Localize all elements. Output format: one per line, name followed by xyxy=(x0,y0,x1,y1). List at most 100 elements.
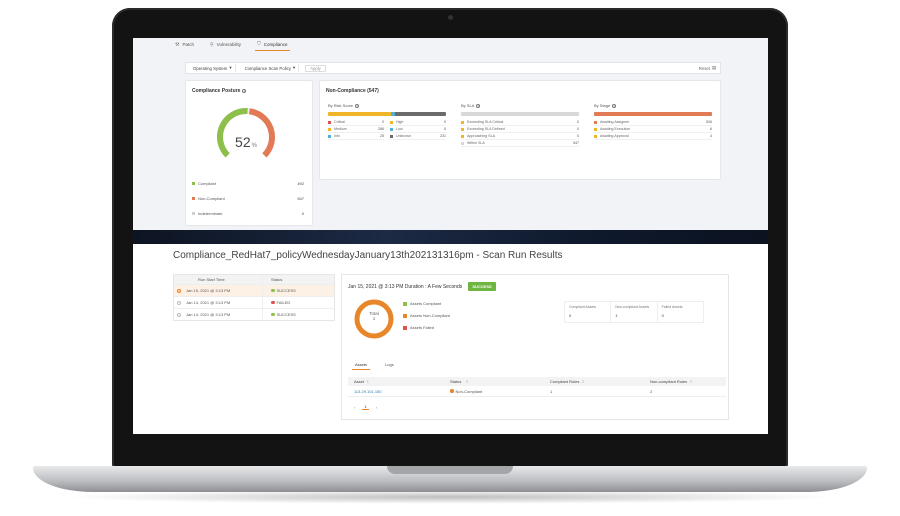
swatch xyxy=(403,313,407,318)
legend-noncompliant: Non-Compliant 547 xyxy=(192,196,304,201)
noncompliant-icon xyxy=(450,389,454,393)
stage-bar xyxy=(594,112,712,116)
asset-link[interactable]: 113.29.101.150 xyxy=(354,388,382,394)
status-badge: SUCCESS xyxy=(468,282,496,291)
sla-exceeding-critical[interactable]: Exceeding SLA Critical 0 xyxy=(461,119,579,126)
by-sla: By SLA i Exceeding SLA Critical 0 Exceedin… xyxy=(461,103,579,147)
row-label: High xyxy=(396,120,404,124)
row-value: 231 xyxy=(440,134,446,138)
sort-icon: ⇕ xyxy=(581,379,585,384)
row-label: Exceeding SLA Critical xyxy=(467,120,504,124)
stat-label: Compliant Assets xyxy=(569,305,597,309)
risk-info[interactable]: Info 25 xyxy=(328,133,384,140)
sort-icon: ⇕ xyxy=(366,379,370,384)
section-title-text: By Stage xyxy=(594,103,611,108)
header-status[interactable]: Status ⇕ xyxy=(450,379,550,384)
info-icon[interactable]: i xyxy=(612,103,617,108)
row-value: 0 xyxy=(382,120,384,124)
run-radio[interactable] xyxy=(174,288,184,293)
card-title-text: Non-Compliance (547) xyxy=(326,88,379,94)
swatch xyxy=(461,127,464,131)
section-title: By SLA i xyxy=(461,103,579,108)
stage-awaiting-approval[interactable]: Awaiting Approval 4 xyxy=(594,133,712,140)
success-icon xyxy=(271,312,275,317)
legend-label: Indeterminate xyxy=(198,211,223,216)
row-label: Awaiting Assignee xyxy=(600,120,630,124)
sla-approaching[interactable]: Approaching SLA 0 xyxy=(461,133,579,140)
sla-exceeding-defined[interactable]: Exceeding SLA Defined 0 xyxy=(461,126,579,133)
info-icon[interactable]: i xyxy=(242,89,247,93)
run-status: FAILED xyxy=(262,297,334,308)
reset-button[interactable]: Reset ▤ xyxy=(699,65,716,71)
row-value: 0 xyxy=(577,120,579,124)
current-page[interactable]: 1 xyxy=(362,404,369,410)
webcam xyxy=(448,15,453,20)
swatch xyxy=(594,127,597,131)
row-label: Awaiting Execution xyxy=(600,127,631,131)
module-tabs: ⚒ Patch ⚲ Vulnerability ⛉ Compliance xyxy=(173,40,290,51)
run-status: SUCCESS xyxy=(262,285,334,296)
run-row[interactable]: Jan 14, 2021 @ 3:13 PM SUCCESS xyxy=(174,308,334,320)
risk-high[interactable]: High 0 xyxy=(390,119,446,126)
prev-page-button[interactable]: ‹ xyxy=(354,404,356,410)
stage-awaiting-execution[interactable]: Awaiting Execution 6 xyxy=(594,126,712,133)
stage-awaiting-assignee[interactable]: Awaiting Assignee 526 xyxy=(594,119,712,126)
tab-patch[interactable]: ⚒ Patch xyxy=(173,40,196,51)
section-title: By Stage i xyxy=(594,103,712,108)
gauge-value: 52% xyxy=(231,134,261,150)
legend-value: 547 xyxy=(297,196,304,201)
reset-label: Reset xyxy=(698,65,710,71)
run-radio[interactable] xyxy=(174,300,184,305)
header-text: Non-compliant Rules xyxy=(650,379,688,384)
header-asset[interactable]: Asset ⇕ xyxy=(348,379,450,384)
row-label: Medium xyxy=(334,127,347,131)
stat-label: Failed Assets xyxy=(661,305,683,309)
risk-unknown[interactable]: Unknown 231 xyxy=(390,133,446,140)
screen: ⚒ Patch ⚲ Vulnerability ⛉ Compliance Operat… xyxy=(133,38,768,434)
policy-filter[interactable]: Compliance Scan Policy ▾ xyxy=(242,64,300,72)
tab-vulnerability[interactable]: ⚲ Vulnerability xyxy=(208,40,243,51)
row-label: Approaching SLA xyxy=(467,134,495,138)
detail-tabs: Assets Logs xyxy=(352,360,397,370)
header-compliant-rules[interactable]: Compliant Rules ⇕ xyxy=(550,379,650,384)
tab-assets[interactable]: Assets xyxy=(352,360,371,370)
header-noncompliant-rules[interactable]: Non-compliant Rules ⇕ xyxy=(650,379,726,384)
run-time: Jan 14, 2021 @ 3:13 PM xyxy=(186,300,231,305)
run-row[interactable]: Jan 14, 2021 @ 3:13 PM FAILED xyxy=(174,296,334,308)
tab-logs[interactable]: Logs xyxy=(385,362,394,367)
risk-critical[interactable]: Critical 0 xyxy=(328,119,384,126)
swatch xyxy=(192,197,195,200)
row-label: Awaiting Approval xyxy=(600,134,629,138)
run-status: SUCCESS xyxy=(262,309,334,320)
info-icon[interactable]: i xyxy=(355,103,360,108)
header-text: Status xyxy=(450,379,462,384)
swatch xyxy=(328,127,331,131)
os-filter[interactable]: Operating System ▾ xyxy=(190,64,236,72)
sla-rows: Exceeding SLA Critical 0 Exceeding SLA De… xyxy=(461,119,579,147)
swatch xyxy=(461,141,464,145)
legend-label: Compliant xyxy=(198,181,217,186)
card-title: Non-Compliance (547) xyxy=(326,88,379,94)
risk-low[interactable]: Low 5 xyxy=(390,126,446,133)
run-row[interactable]: Jan 15, 2021 @ 3:13 PM SUCCESS xyxy=(174,284,334,296)
tab-compliance[interactable]: ⛉ Compliance xyxy=(255,40,290,51)
donut-label: Total 1 xyxy=(352,311,396,321)
sla-within[interactable]: Within SLA 547 xyxy=(461,140,579,147)
section-title: By Risk Score i xyxy=(328,103,446,108)
row-value: 0 xyxy=(577,134,579,138)
run-radio[interactable] xyxy=(174,312,184,317)
wrench-icon: ⚒ xyxy=(175,41,180,48)
swatch xyxy=(192,182,195,185)
row-value: 0 xyxy=(444,120,446,124)
header-status[interactable]: Status xyxy=(262,275,334,284)
header-run-start-time[interactable]: Run Start Time xyxy=(198,277,225,282)
risk-bar-medium xyxy=(328,112,391,116)
next-page-button[interactable]: › xyxy=(375,404,377,410)
row-value: 5 xyxy=(444,127,446,131)
info-icon[interactable]: i xyxy=(476,103,481,108)
risk-medium[interactable]: Medium 286 xyxy=(328,126,384,133)
run-detail-header: Jan 15, 2021 @ 3:13 PM Duration : A Few … xyxy=(348,282,496,291)
compliance-dashboard: ⚒ Patch ⚲ Vulnerability ⛉ Compliance Operat… xyxy=(133,38,768,230)
apply-button[interactable]: Apply xyxy=(305,64,326,72)
risk-bar-unknown xyxy=(395,112,446,116)
